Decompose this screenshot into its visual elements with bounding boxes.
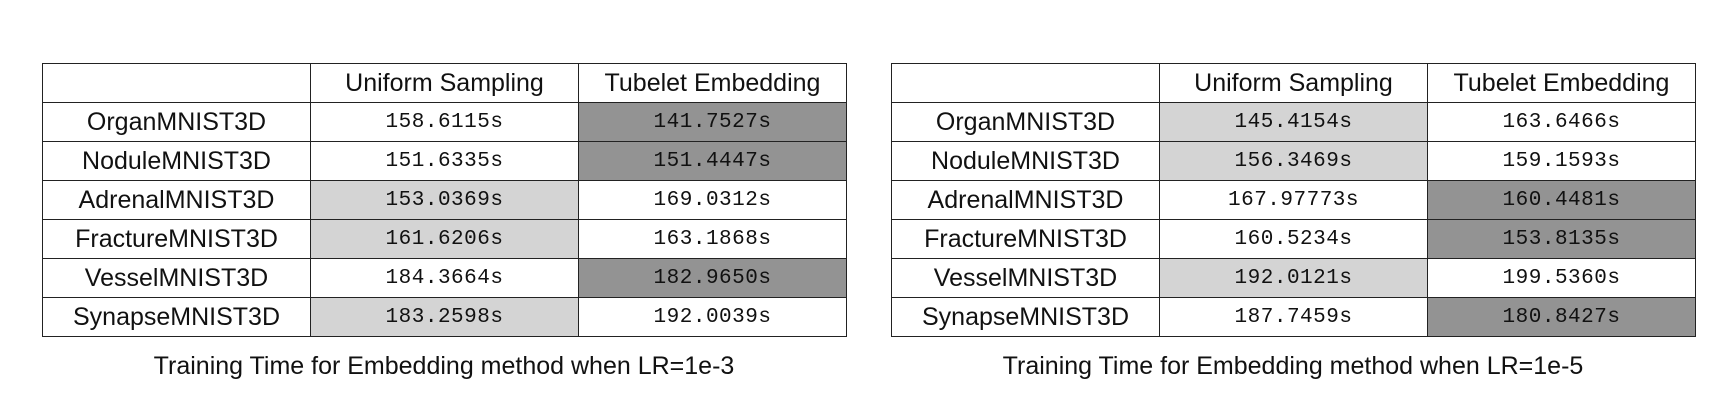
lr-1e-3-table: Uniform Sampling Tubelet Embedding Organ… — [42, 63, 847, 337]
table-row: NoduleMNIST3D 156.3469s 159.1593s — [891, 141, 1696, 181]
tubelet-value: 199.5360s — [1427, 258, 1696, 298]
table-row: VesselMNIST3D 192.0121s 199.5360s — [891, 258, 1696, 298]
lr-1e-5-panel: Uniform Sampling Tubelet Embedding Organ… — [891, 63, 1696, 337]
table-row: AdrenalMNIST3D 167.97773s 160.4481s — [891, 180, 1696, 220]
uniform-value: 158.6115s — [310, 102, 579, 142]
tubelet-value: 141.7527s — [578, 102, 847, 142]
header-corner — [42, 63, 311, 103]
dataset-name: VesselMNIST3D — [891, 258, 1160, 298]
header-tubelet-embedding: Tubelet Embedding — [578, 63, 847, 103]
tubelet-value: 182.9650s — [578, 258, 847, 298]
dataset-name: OrganMNIST3D — [42, 102, 311, 142]
uniform-value: 153.0369s — [310, 180, 579, 220]
dataset-name: SynapseMNIST3D — [891, 297, 1160, 337]
table-row: SynapseMNIST3D 183.2598s 192.0039s — [42, 297, 847, 337]
dataset-name: NoduleMNIST3D — [891, 141, 1160, 181]
table-row: NoduleMNIST3D 151.6335s 151.4447s — [42, 141, 847, 181]
tubelet-value: 192.0039s — [578, 297, 847, 337]
uniform-value: 145.4154s — [1159, 102, 1428, 142]
dataset-name: AdrenalMNIST3D — [42, 180, 311, 220]
dataset-name: VesselMNIST3D — [42, 258, 311, 298]
table-row: FractureMNIST3D 161.6206s 163.1868s — [42, 219, 847, 259]
header-tubelet-embedding: Tubelet Embedding — [1427, 63, 1696, 103]
table-row: VesselMNIST3D 184.3664s 182.9650s — [42, 258, 847, 298]
header-row: Uniform Sampling Tubelet Embedding — [42, 63, 847, 103]
table-row: AdrenalMNIST3D 153.0369s 169.0312s — [42, 180, 847, 220]
uniform-value: 160.5234s — [1159, 219, 1428, 259]
dataset-name: FractureMNIST3D — [42, 219, 311, 259]
uniform-value: 151.6335s — [310, 141, 579, 181]
tubelet-value: 160.4481s — [1427, 180, 1696, 220]
tubelet-value: 163.1868s — [578, 219, 847, 259]
table-row: OrganMNIST3D 158.6115s 141.7527s — [42, 102, 847, 142]
tubelet-value: 153.8135s — [1427, 219, 1696, 259]
dataset-name: AdrenalMNIST3D — [891, 180, 1160, 220]
lr-1e-5-table: Uniform Sampling Tubelet Embedding Organ… — [891, 63, 1696, 337]
table-caption: Training Time for Embedding method when … — [153, 352, 735, 380]
header-uniform-sampling: Uniform Sampling — [310, 63, 579, 103]
table-caption: Training Time for Embedding method when … — [1002, 352, 1584, 380]
table-row: OrganMNIST3D 145.4154s 163.6466s — [891, 102, 1696, 142]
header-corner — [891, 63, 1160, 103]
uniform-value: 161.6206s — [310, 219, 579, 259]
tubelet-value: 169.0312s — [578, 180, 847, 220]
header-uniform-sampling: Uniform Sampling — [1159, 63, 1428, 103]
dataset-name: SynapseMNIST3D — [42, 297, 311, 337]
uniform-value: 184.3664s — [310, 258, 579, 298]
uniform-value: 167.97773s — [1159, 180, 1428, 220]
dataset-name: OrganMNIST3D — [891, 102, 1160, 142]
tubelet-value: 163.6466s — [1427, 102, 1696, 142]
tubelet-value: 180.8427s — [1427, 297, 1696, 337]
lr-1e-3-panel: Uniform Sampling Tubelet Embedding Organ… — [42, 63, 847, 337]
table-row: FractureMNIST3D 160.5234s 153.8135s — [891, 219, 1696, 259]
uniform-value: 187.7459s — [1159, 297, 1428, 337]
uniform-value: 192.0121s — [1159, 258, 1428, 298]
tubelet-value: 159.1593s — [1427, 141, 1696, 181]
tubelet-value: 151.4447s — [578, 141, 847, 181]
table-row: SynapseMNIST3D 187.7459s 180.8427s — [891, 297, 1696, 337]
header-row: Uniform Sampling Tubelet Embedding — [891, 63, 1696, 103]
dataset-name: NoduleMNIST3D — [42, 141, 311, 181]
uniform-value: 183.2598s — [310, 297, 579, 337]
uniform-value: 156.3469s — [1159, 141, 1428, 181]
dataset-name: FractureMNIST3D — [891, 219, 1160, 259]
